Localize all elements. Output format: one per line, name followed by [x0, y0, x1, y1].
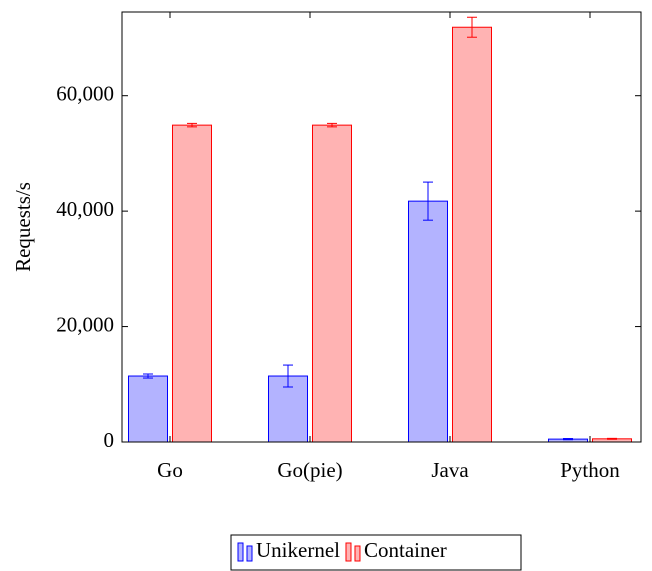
- bar: [452, 26, 492, 443]
- bar: [128, 375, 168, 443]
- x-tick-label: Python: [560, 458, 620, 482]
- error-bar: [467, 16, 477, 38]
- y-tick-label: 20,000: [56, 312, 114, 336]
- legend-icon: [246, 545, 253, 562]
- y-tick-label: 60,000: [56, 82, 114, 106]
- legend-label: Unikernel: [256, 538, 340, 562]
- bar: [172, 124, 212, 443]
- error-bar: [607, 437, 617, 440]
- bar: [312, 124, 352, 443]
- x-tick-label: Java: [431, 458, 469, 482]
- error-bar: [563, 438, 573, 441]
- error-bar: [327, 122, 337, 128]
- y-tick-label: 0: [104, 428, 115, 452]
- legend-icon: [354, 545, 361, 562]
- x-tick-label: Go(pie): [277, 458, 342, 482]
- error-bar: [283, 364, 293, 388]
- legend-icon: [237, 542, 244, 562]
- legend-label: Container: [364, 538, 447, 562]
- error-bar: [187, 122, 197, 128]
- bar: [408, 200, 448, 443]
- x-tick-label: Go: [157, 458, 183, 482]
- legend-icon: [345, 542, 352, 562]
- error-bar: [423, 181, 433, 221]
- y-axis-label: Requests/s: [11, 182, 35, 272]
- legend-box: [230, 534, 522, 571]
- plot-frame: [121, 11, 642, 443]
- error-bar: [143, 373, 153, 379]
- y-tick-label: 40,000: [56, 197, 114, 221]
